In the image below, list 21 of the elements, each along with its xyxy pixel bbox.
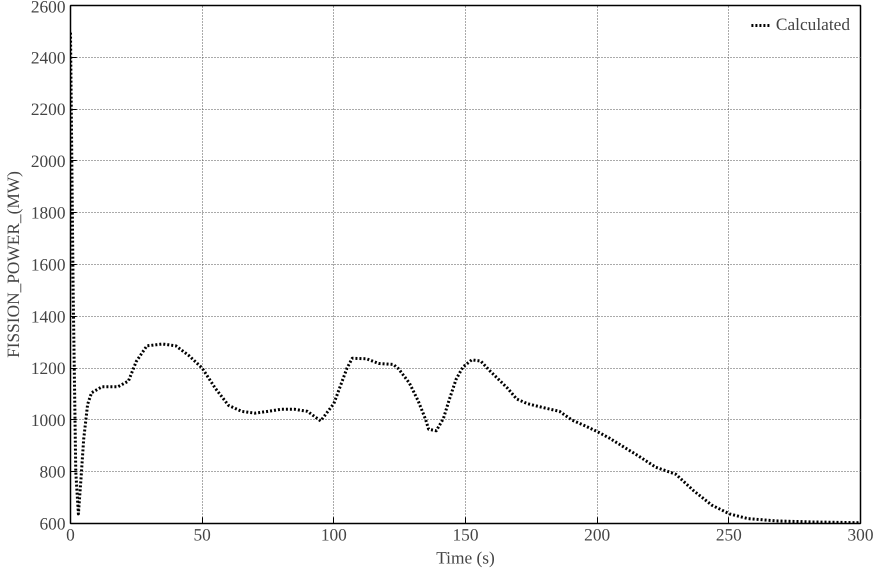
y-tick-label: 2000 bbox=[30, 152, 66, 171]
y-axis-title: FISSION_POWER_(MW) bbox=[4, 170, 23, 358]
x-tick-label: 0 bbox=[66, 526, 75, 544]
y-tick-label: 1400 bbox=[30, 307, 66, 326]
x-axis-title: Time (s) bbox=[436, 548, 496, 568]
x-tick-label: 100 bbox=[320, 526, 347, 544]
x-tick-label: 150 bbox=[452, 526, 479, 544]
y-tick-label: 1800 bbox=[30, 204, 66, 223]
y-tick-label: 2600 bbox=[30, 0, 66, 16]
y-tick-label: 2200 bbox=[30, 100, 66, 120]
x-tick-label: 50 bbox=[194, 526, 211, 544]
y-tick-label: 1000 bbox=[30, 410, 66, 430]
x-tick-label: 200 bbox=[584, 526, 610, 544]
x-tick-label: 300 bbox=[848, 526, 874, 544]
y-tick-label: 1200 bbox=[30, 359, 66, 378]
y-tick-label: 800 bbox=[40, 462, 66, 482]
y-tick-label: 2400 bbox=[30, 48, 66, 68]
x-tick-label: 250 bbox=[716, 526, 742, 544]
y-tick-label: 1600 bbox=[30, 256, 66, 274]
y-tick-label: 600 bbox=[40, 514, 66, 534]
legend-label: Calculated bbox=[776, 15, 850, 35]
